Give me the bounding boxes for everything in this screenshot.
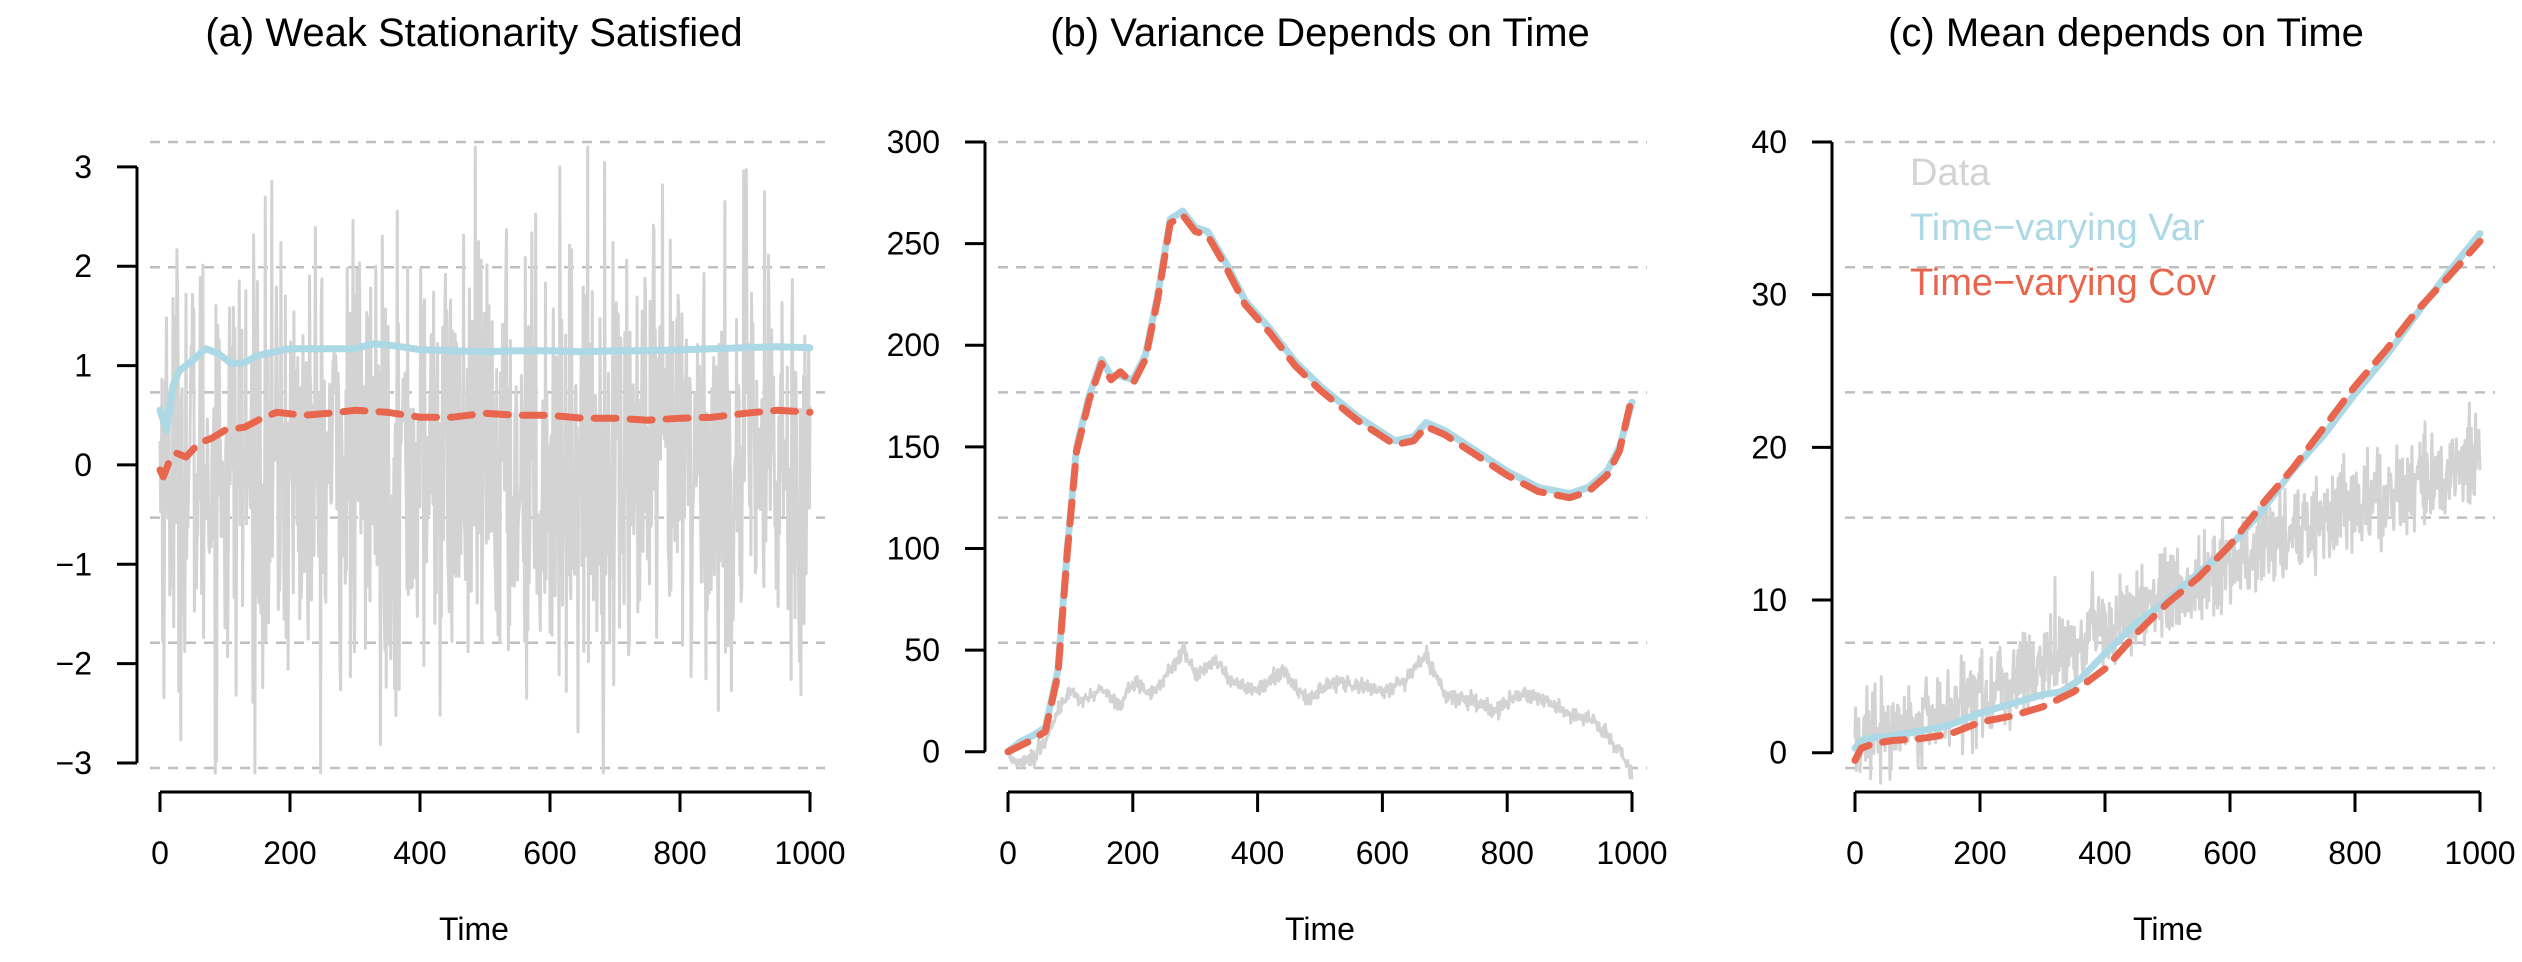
data-series-line <box>1853 401 2482 785</box>
y-tick-label: 40 <box>1751 124 1787 160</box>
x-tick-label: 1000 <box>1596 835 1667 871</box>
y-tick-label: 1 <box>74 348 92 384</box>
y-tick-label: 3 <box>74 149 92 185</box>
x-tick-label: 800 <box>2328 835 2381 871</box>
legend-label-var: Time−varying Var <box>1910 207 2205 249</box>
panel-a-xlabel: Time <box>439 911 509 947</box>
panel-c-xlabel: Time <box>2133 911 2203 947</box>
y-tick-label: 250 <box>887 226 940 262</box>
x-tick-label: 400 <box>393 835 446 871</box>
y-tick-label: 200 <box>887 327 940 363</box>
var-series-line <box>1851 230 2484 752</box>
data-series-line <box>158 145 812 775</box>
x-tick-label: 600 <box>523 835 576 871</box>
data-series-line <box>1007 641 1634 780</box>
y-tick-label: −2 <box>56 646 92 682</box>
x-tick-label: 0 <box>1846 835 1864 871</box>
legend-label-data: Data <box>1910 152 1991 194</box>
y-tick-label: 50 <box>904 632 940 668</box>
var-series-line <box>156 340 814 434</box>
x-tick-label: 600 <box>1356 835 1409 871</box>
cov-series-line <box>1004 211 1636 756</box>
x-tick-label: 1000 <box>774 835 845 871</box>
x-tick-label: 600 <box>2203 835 2256 871</box>
x-tick-label: 200 <box>1953 835 2006 871</box>
cov-series-line <box>1851 237 2484 764</box>
y-tick-label: 30 <box>1751 277 1787 313</box>
x-tick-label: 200 <box>1106 835 1159 871</box>
y-tick-label: 10 <box>1751 582 1787 618</box>
panel-c-title: (c) Mean depends on Time <box>1888 11 2364 55</box>
y-tick-label: 100 <box>887 530 940 566</box>
x-tick-label: 0 <box>999 835 1017 871</box>
panel-b-xlabel: Time <box>1285 911 1355 947</box>
y-tick-label: 20 <box>1751 429 1787 465</box>
y-tick-label: −3 <box>56 745 92 781</box>
y-tick-label: 0 <box>922 734 940 770</box>
y-tick-label: 0 <box>74 447 92 483</box>
panel-b: Time 0 50 100 150 200 250 300 0 200 400 600 800 1000… <box>887 11 1668 947</box>
y-tick-label: −1 <box>56 546 92 582</box>
x-tick-label: 400 <box>1231 835 1284 871</box>
cov-series-line <box>156 406 814 481</box>
y-tick-label: 0 <box>1769 735 1787 771</box>
x-tick-label: 200 <box>263 835 316 871</box>
legend-label-cov: Time−varying Cov <box>1910 262 2216 304</box>
x-tick-label: 400 <box>2078 835 2131 871</box>
y-tick-label: 2 <box>74 248 92 284</box>
panel-b-title: (b) Variance Depends on Time <box>1050 11 1590 55</box>
y-tick-label: 150 <box>887 429 940 465</box>
x-tick-label: 800 <box>653 835 706 871</box>
legend: Data Time−varying Var Time−varying Cov <box>1910 152 2216 304</box>
x-tick-label: 1000 <box>2444 835 2515 871</box>
panel-a-title: (a) Weak Stationarity Satisfied <box>205 11 742 55</box>
y-tick-label: 300 <box>887 124 940 160</box>
var-series-line <box>1004 207 1636 756</box>
panel-a: Time −3 −2 −1 0 1 2 3 0 200 400 600 800 1000 (a) Weak… <box>56 11 846 947</box>
x-tick-label: 800 <box>1481 835 1534 871</box>
x-tick-label: 0 <box>151 835 169 871</box>
